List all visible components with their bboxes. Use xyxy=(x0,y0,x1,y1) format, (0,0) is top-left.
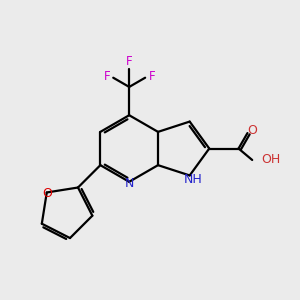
Text: F: F xyxy=(126,56,133,68)
Text: O: O xyxy=(247,124,257,136)
Text: F: F xyxy=(103,70,110,83)
Text: OH: OH xyxy=(262,154,281,166)
Text: NH: NH xyxy=(183,172,202,185)
Text: O: O xyxy=(42,188,52,200)
Text: N: N xyxy=(124,177,134,190)
Text: F: F xyxy=(148,70,155,83)
